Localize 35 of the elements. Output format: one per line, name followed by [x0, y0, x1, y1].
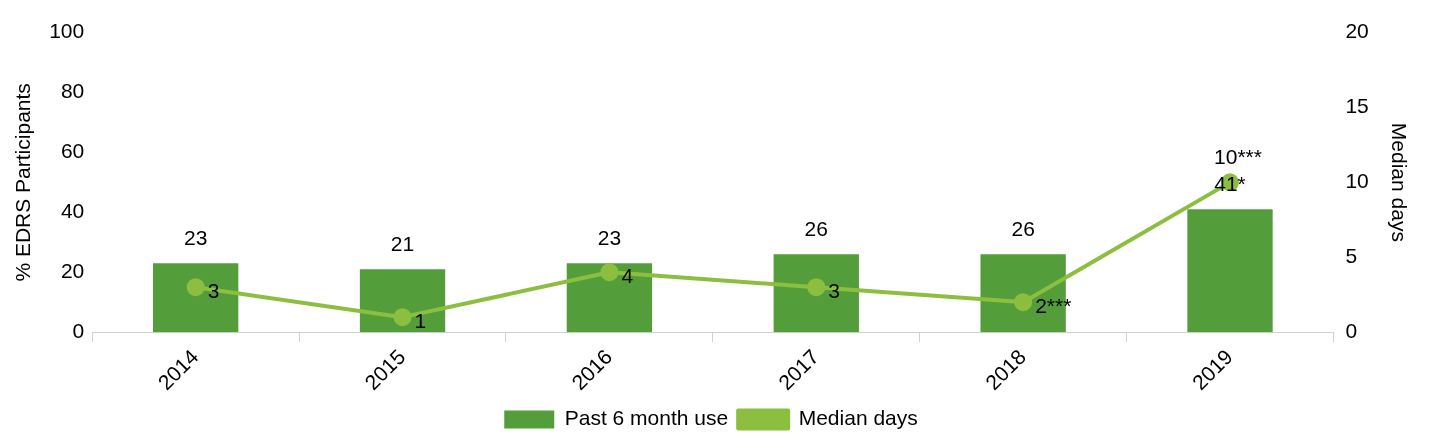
point	[186, 278, 205, 297]
bar	[1187, 209, 1273, 333]
data-label: 23	[183, 225, 208, 249]
bar	[359, 269, 446, 333]
point	[807, 278, 826, 297]
legend-label: Median days	[798, 406, 918, 430]
y-axis-title: % EDRS Participants	[11, 83, 35, 282]
data-label: 10***	[1214, 144, 1262, 168]
data-label: 1	[414, 308, 427, 332]
bar	[773, 254, 859, 333]
y2-tick-label: 10	[1345, 169, 1369, 193]
y2-axis-title: Median days	[1387, 122, 1411, 242]
y2-tick-label: 5	[1345, 244, 1358, 268]
data-label: 4	[621, 264, 634, 288]
data-label: 21	[390, 231, 415, 255]
y-tick-label: 80	[60, 79, 85, 103]
y2-tick-label: 15	[1345, 94, 1369, 118]
point	[600, 263, 619, 282]
y2-tick-label: 20	[1345, 19, 1369, 43]
y-tick-label: 40	[60, 199, 85, 223]
legend-label: Past 6 month use	[564, 406, 729, 430]
y-tick-label: 0	[72, 318, 85, 342]
point	[393, 308, 412, 327]
y2-tick-label: 0	[1345, 318, 1358, 342]
y-tick-label: 60	[60, 139, 85, 163]
y-tick-label: 100	[49, 19, 85, 43]
data-label: 3	[828, 279, 840, 303]
bar	[153, 263, 239, 333]
point	[1014, 293, 1033, 312]
data-label: 3	[207, 279, 220, 303]
y-tick-label: 20	[60, 259, 85, 283]
data-label: 23	[597, 225, 622, 249]
data-label: 26	[804, 216, 828, 240]
bar	[566, 263, 653, 333]
data-label: 26	[1011, 216, 1035, 240]
